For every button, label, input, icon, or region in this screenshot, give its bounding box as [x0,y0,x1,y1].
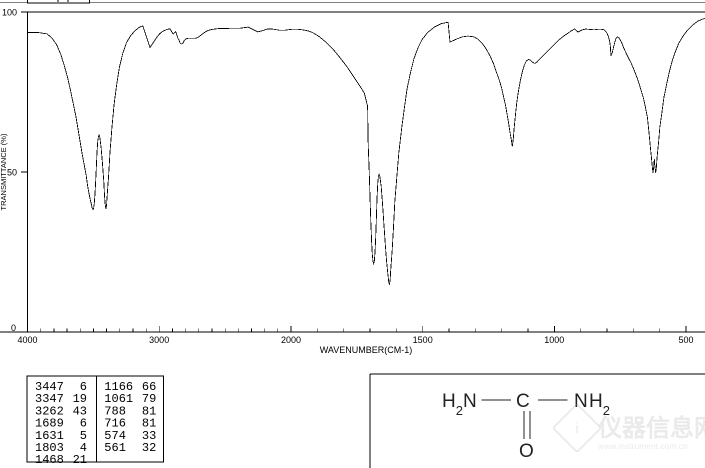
svg-text:H2: H2 [589,391,610,418]
svg-text:0: 0 [11,323,16,333]
svg-text:50: 50 [7,168,17,178]
svg-text:32: 32 [142,441,156,455]
svg-text:WAVENUMBER(CM-1): WAVENUMBER(CM-1) [320,345,413,355]
svg-text:仪器信息网: 仪器信息网 [597,414,705,442]
svg-text:561: 561 [104,441,126,455]
svg-text:500: 500 [678,335,693,345]
svg-text:H2N: H2N [442,391,477,418]
svg-text:i: i [575,420,578,437]
svg-text:TRANSMITTANCE (%): TRANSMITTANCE (%) [0,133,8,210]
svg-text:1000: 1000 [544,335,564,345]
svg-text:3000: 3000 [149,335,169,345]
svg-text:4000: 4000 [17,335,37,345]
svg-text:1500: 1500 [413,335,433,345]
svg-text:21: 21 [73,453,87,467]
svg-text:100: 100 [2,8,17,18]
svg-text:1468: 1468 [35,453,64,467]
svg-text:www.instrument.com.cn: www.instrument.com.cn [597,441,688,451]
svg-text:2000: 2000 [281,335,301,345]
svg-text:C: C [516,391,530,412]
svg-text:O: O [519,441,534,462]
